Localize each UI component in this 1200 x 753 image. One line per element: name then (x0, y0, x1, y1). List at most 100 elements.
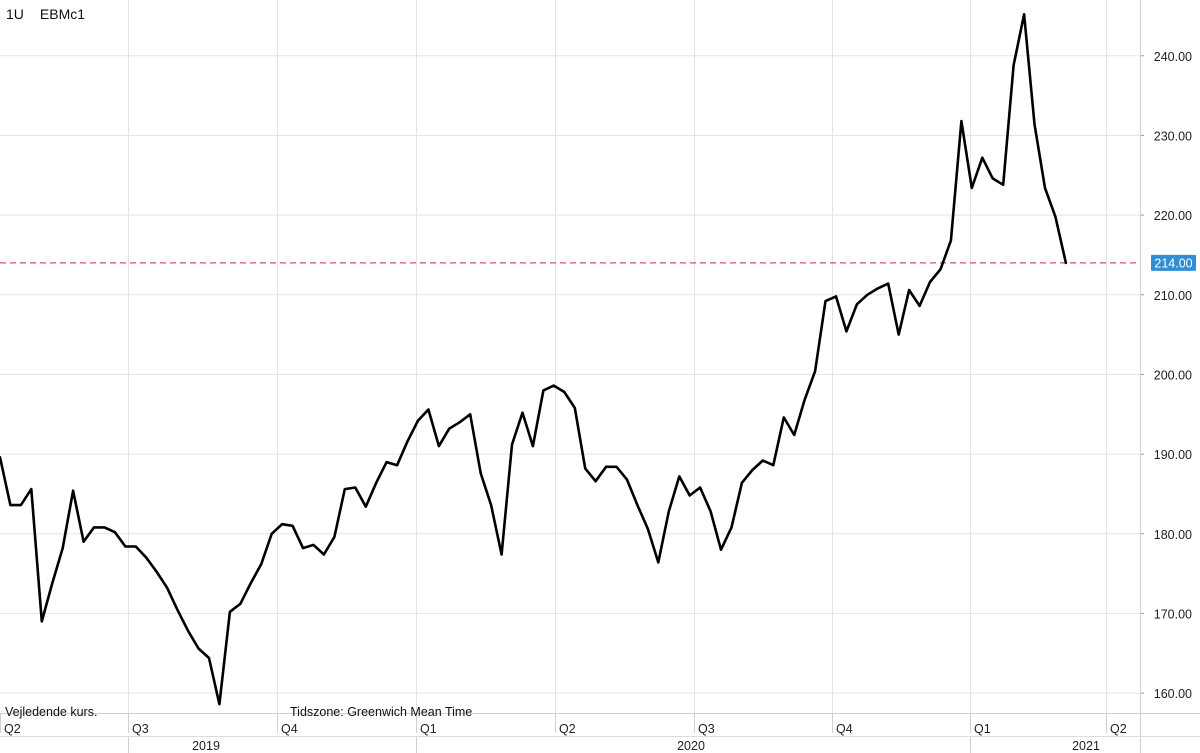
data-point (793, 434, 795, 436)
data-point (208, 657, 210, 659)
data-point (323, 553, 325, 555)
data-point (448, 427, 450, 429)
data-point (365, 506, 367, 508)
symbol-header: 1U EBMc1 (6, 6, 101, 22)
data-point (887, 282, 889, 284)
data-point (9, 504, 11, 506)
data-point (605, 466, 607, 468)
quarter-label: Q2 (4, 722, 21, 736)
data-point (992, 177, 994, 179)
data-point (156, 571, 158, 573)
y-tick-label: 230.00 (1154, 129, 1192, 143)
year-label: 2021 (1072, 739, 1100, 753)
data-point (1044, 187, 1046, 189)
data-point (250, 582, 252, 584)
last-value-badge: 214.00 (1151, 254, 1196, 271)
data-point (657, 561, 659, 563)
data-point (385, 461, 387, 463)
data-point (898, 333, 900, 335)
data-point (563, 391, 565, 393)
data-point (908, 289, 910, 291)
data-point (678, 475, 680, 477)
data-point (814, 370, 816, 372)
data-point (835, 295, 837, 297)
data-point (218, 703, 220, 705)
quarter-label: Q4 (281, 722, 298, 736)
data-point (626, 478, 628, 480)
data-point (553, 384, 555, 386)
data-point (438, 445, 440, 447)
data-point (406, 440, 408, 442)
quarter-label: Q1 (420, 722, 437, 736)
y-tick-label: 180.00 (1154, 528, 1192, 542)
data-point (918, 305, 920, 307)
symbol-label: EBMc1 (39, 6, 86, 22)
data-point (1012, 64, 1014, 66)
data-point (574, 407, 576, 409)
data-point (699, 486, 701, 488)
data-point (511, 443, 513, 445)
data-point (375, 482, 377, 484)
data-point (62, 547, 64, 549)
data-point (950, 239, 952, 241)
data-point (824, 300, 826, 302)
data-point (93, 526, 95, 528)
data-point (960, 120, 962, 122)
data-point (302, 547, 304, 549)
data-point (1054, 216, 1056, 218)
data-point (197, 647, 199, 649)
data-point (51, 582, 53, 584)
data-point (271, 533, 273, 535)
data-point (689, 494, 691, 496)
data-point (730, 526, 732, 528)
x-axis-tick-labels: Q2 Q3 Q4 Q1 Q2 Q3 Q4 Q1 Q2 2019 2020 2021 (4, 722, 1127, 753)
data-point (333, 536, 335, 538)
data-point (783, 416, 785, 418)
data-point (114, 531, 116, 533)
data-point (490, 504, 492, 506)
data-point (145, 557, 147, 559)
data-point (971, 187, 973, 189)
grid (0, 0, 1140, 713)
data-point (720, 549, 722, 551)
data-point (647, 528, 649, 530)
data-point (615, 466, 617, 468)
quarter-label: Q4 (836, 722, 853, 736)
data-point (229, 611, 231, 613)
data-point (459, 421, 461, 423)
y-tick-label: 220.00 (1154, 209, 1192, 223)
data-point (344, 488, 346, 490)
interval-label: 1U (6, 6, 24, 22)
data-point (751, 469, 753, 471)
quarter-label: Q3 (132, 722, 149, 736)
data-point (584, 467, 586, 469)
indicative-price-note: Vejledende kurs. (5, 705, 98, 719)
year-label: 2020 (677, 739, 705, 753)
data-point (103, 526, 105, 528)
year-label: 2019 (192, 739, 220, 753)
data-point (82, 541, 84, 543)
price-series (0, 13, 1068, 706)
data-point (532, 445, 534, 447)
data-point (709, 510, 711, 512)
data-point (500, 553, 502, 555)
data-point (845, 330, 847, 332)
data-point (72, 490, 74, 492)
data-point (877, 287, 879, 289)
data-point (939, 268, 941, 270)
data-point (594, 480, 596, 482)
data-point (542, 389, 544, 391)
data-point (176, 609, 178, 611)
quarter-label: Q1 (974, 722, 991, 736)
data-point (856, 303, 858, 305)
data-point (1023, 13, 1025, 15)
data-point (762, 459, 764, 461)
quarter-label: Q2 (559, 722, 576, 736)
quarter-label: Q2 (1110, 722, 1127, 736)
data-point (41, 620, 43, 622)
data-point (741, 482, 743, 484)
quarter-label: Q3 (698, 722, 715, 736)
last-value-label: 214.00 (1154, 256, 1192, 270)
